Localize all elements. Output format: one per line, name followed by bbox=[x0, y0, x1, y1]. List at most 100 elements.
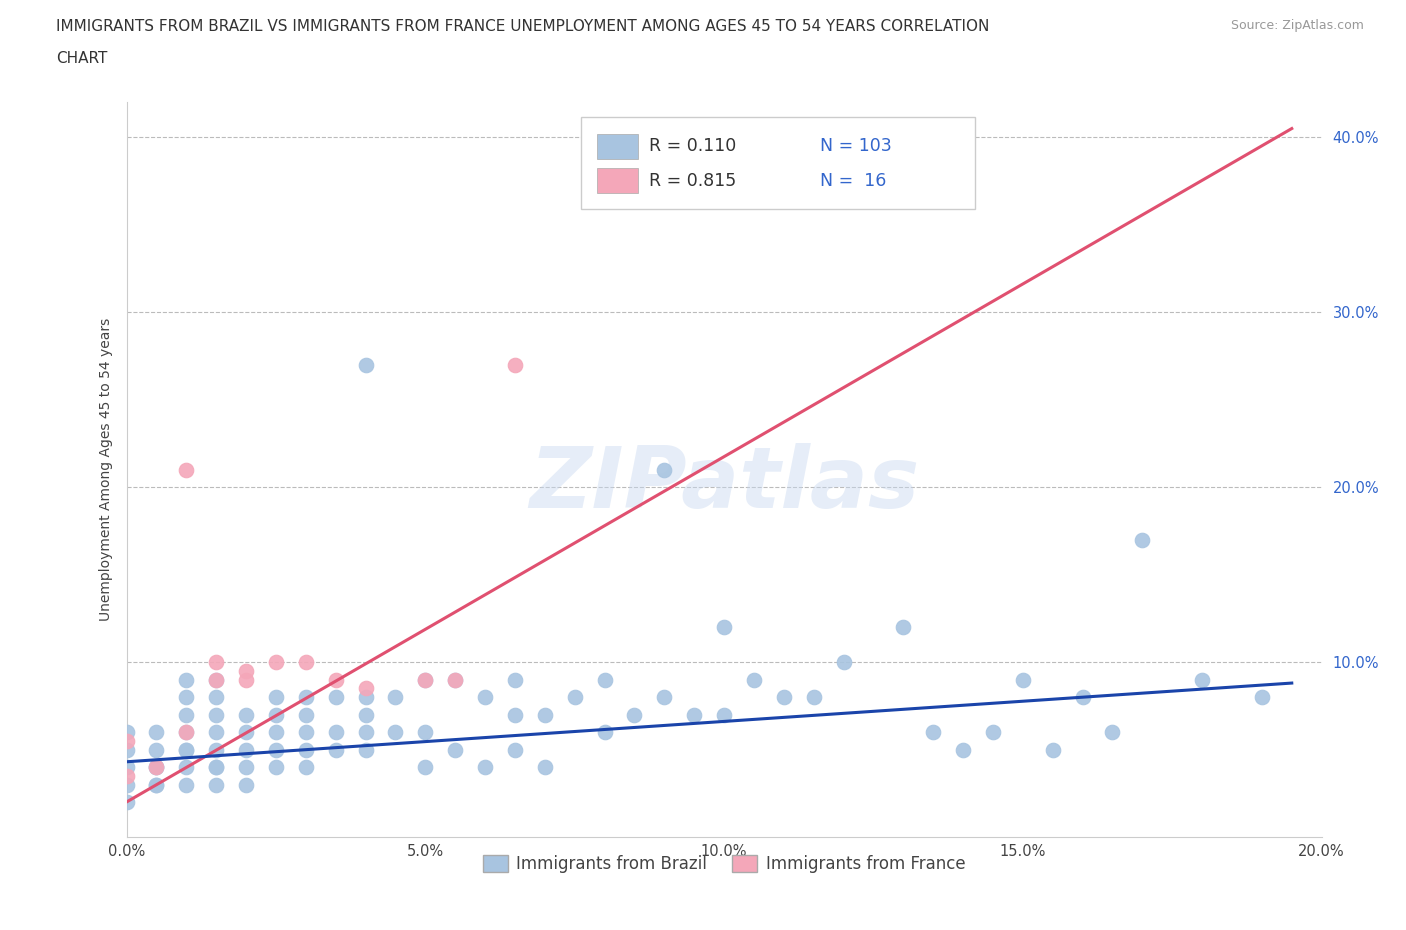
Text: ZIPatlas: ZIPatlas bbox=[529, 443, 920, 525]
Point bbox=[893, 619, 915, 634]
Point bbox=[593, 672, 616, 687]
Point bbox=[174, 690, 197, 705]
Point bbox=[354, 357, 377, 372]
Point bbox=[115, 760, 138, 775]
Point bbox=[742, 672, 765, 687]
Point bbox=[354, 724, 377, 739]
Point bbox=[803, 690, 825, 705]
Point bbox=[1101, 724, 1123, 739]
Point bbox=[415, 760, 437, 775]
Point bbox=[264, 760, 287, 775]
Point bbox=[325, 724, 347, 739]
Legend: Immigrants from Brazil, Immigrants from France: Immigrants from Brazil, Immigrants from … bbox=[477, 848, 972, 880]
Point bbox=[174, 672, 197, 687]
Point bbox=[294, 742, 316, 757]
Point bbox=[652, 462, 675, 477]
Point bbox=[174, 707, 197, 722]
Point bbox=[174, 742, 197, 757]
Point bbox=[652, 690, 675, 705]
FancyBboxPatch shape bbox=[581, 117, 974, 209]
Point bbox=[205, 742, 228, 757]
Point bbox=[145, 760, 167, 775]
Point bbox=[415, 724, 437, 739]
Point bbox=[503, 707, 526, 722]
Point bbox=[145, 724, 167, 739]
Point bbox=[444, 672, 467, 687]
Point bbox=[384, 724, 406, 739]
Point bbox=[264, 724, 287, 739]
Point bbox=[503, 672, 526, 687]
Point bbox=[444, 742, 467, 757]
Point bbox=[205, 707, 228, 722]
Point bbox=[354, 742, 377, 757]
Point bbox=[145, 760, 167, 775]
Point bbox=[534, 707, 557, 722]
Text: R = 0.815: R = 0.815 bbox=[648, 172, 737, 190]
Point bbox=[325, 742, 347, 757]
Point bbox=[1130, 532, 1153, 547]
Point bbox=[264, 655, 287, 670]
Point bbox=[474, 690, 496, 705]
Point bbox=[235, 760, 257, 775]
Point bbox=[444, 672, 467, 687]
Point bbox=[294, 690, 316, 705]
Text: N =  16: N = 16 bbox=[820, 172, 886, 190]
Point bbox=[205, 777, 228, 792]
Text: Source: ZipAtlas.com: Source: ZipAtlas.com bbox=[1230, 19, 1364, 32]
Point bbox=[145, 742, 167, 757]
Point bbox=[145, 777, 167, 792]
Point bbox=[205, 760, 228, 775]
Point bbox=[205, 690, 228, 705]
Point bbox=[981, 724, 1004, 739]
Point bbox=[294, 655, 316, 670]
Y-axis label: Unemployment Among Ages 45 to 54 years: Unemployment Among Ages 45 to 54 years bbox=[98, 318, 112, 621]
Point bbox=[174, 742, 197, 757]
Point bbox=[1071, 690, 1094, 705]
Point bbox=[115, 768, 138, 783]
Point bbox=[174, 760, 197, 775]
Point bbox=[174, 462, 197, 477]
Point bbox=[474, 760, 496, 775]
Point bbox=[294, 724, 316, 739]
FancyBboxPatch shape bbox=[598, 168, 638, 193]
Point bbox=[205, 672, 228, 687]
Point bbox=[174, 777, 197, 792]
Point bbox=[115, 724, 138, 739]
Point bbox=[264, 707, 287, 722]
Point bbox=[205, 672, 228, 687]
Point bbox=[713, 619, 735, 634]
Point bbox=[235, 672, 257, 687]
Point bbox=[174, 724, 197, 739]
Point bbox=[145, 777, 167, 792]
Point bbox=[115, 742, 138, 757]
Point bbox=[1251, 690, 1274, 705]
Point bbox=[623, 707, 645, 722]
Point bbox=[415, 672, 437, 687]
Point bbox=[564, 690, 586, 705]
Point bbox=[922, 724, 945, 739]
Text: IMMIGRANTS FROM BRAZIL VS IMMIGRANTS FROM FRANCE UNEMPLOYMENT AMONG AGES 45 TO 5: IMMIGRANTS FROM BRAZIL VS IMMIGRANTS FRO… bbox=[56, 19, 990, 33]
Point bbox=[773, 690, 796, 705]
Point bbox=[235, 663, 257, 678]
Point bbox=[354, 707, 377, 722]
Point bbox=[503, 357, 526, 372]
Point bbox=[832, 655, 855, 670]
Point bbox=[415, 672, 437, 687]
Point bbox=[354, 681, 377, 696]
Point bbox=[264, 742, 287, 757]
Point bbox=[294, 707, 316, 722]
Point bbox=[235, 707, 257, 722]
Point bbox=[713, 707, 735, 722]
Point bbox=[115, 777, 138, 792]
Point bbox=[145, 760, 167, 775]
Point bbox=[235, 742, 257, 757]
Point bbox=[264, 690, 287, 705]
Point bbox=[325, 672, 347, 687]
Point bbox=[205, 760, 228, 775]
Point bbox=[683, 707, 706, 722]
Point bbox=[235, 724, 257, 739]
Point bbox=[115, 734, 138, 749]
Point bbox=[952, 742, 974, 757]
Point bbox=[115, 794, 138, 809]
Point bbox=[205, 655, 228, 670]
